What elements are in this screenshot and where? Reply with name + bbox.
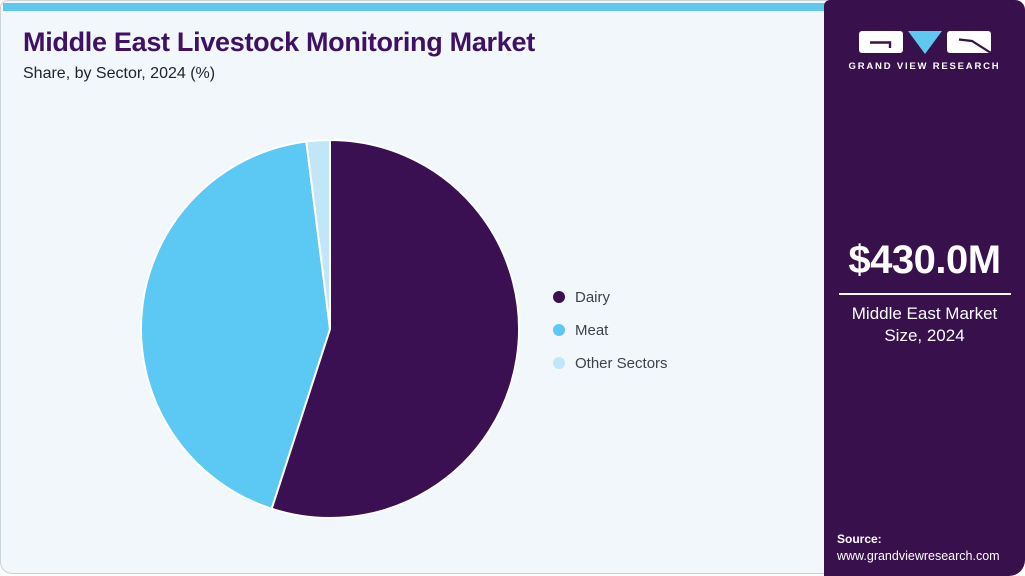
stat-caption: Middle East Market Size, 2024 [851,304,998,346]
chart-panel: Middle East Livestock Monitoring Market … [0,0,836,574]
stat-divider [838,293,1011,295]
logo-g-icon [858,31,903,53]
legend-item-other-sectors: Other Sectors [553,351,668,375]
legend-item-dairy: Dairy [553,285,668,309]
logo-r-glyph [958,38,991,53]
legend-label: Meat [575,321,609,339]
brand-logo: GRAND VIEW RESEARCH [824,31,1025,72]
pie-slice-dairy [270,139,520,519]
top-accent-bar [3,3,825,11]
legend-item-meat: Meat [553,318,668,342]
source-block: Source: www.grandviewresearch.com [837,532,1000,563]
legend-swatch [553,291,565,303]
pie-slice-meat [140,140,331,510]
brand-sidebar: GRAND VIEW RESEARCH $430.0M Middle East … [824,0,1025,576]
stat-value: $430.0M [848,238,1001,282]
logo-r-icon [946,31,991,53]
source-label: Source: [837,532,882,546]
page-subtitle: Share, by Sector, 2024 (%) [23,65,216,82]
page-title: Middle East Livestock Monitoring Market [23,27,535,57]
logo-v-icon [907,31,942,54]
logo-marks [824,31,1025,54]
pie-slice-other-sectors [305,139,331,330]
pie-chart-area [130,129,530,529]
chart-legend: Dairy Meat Other Sectors [553,285,668,384]
legend-swatch [553,324,565,336]
legend-swatch [553,357,565,369]
brand-name: GRAND VIEW RESEARCH [848,61,1001,72]
header: Middle East Livestock Monitoring Market … [23,27,535,83]
legend-label: Dairy [575,288,611,306]
pie-chart [140,139,520,519]
source-url: www.grandviewresearch.com [837,549,1000,563]
logo-g-glyph [869,41,891,48]
legend-label: Other Sectors [575,354,668,372]
market-size-stat: $430.0M Middle East Market Size, 2024 [824,238,1025,348]
